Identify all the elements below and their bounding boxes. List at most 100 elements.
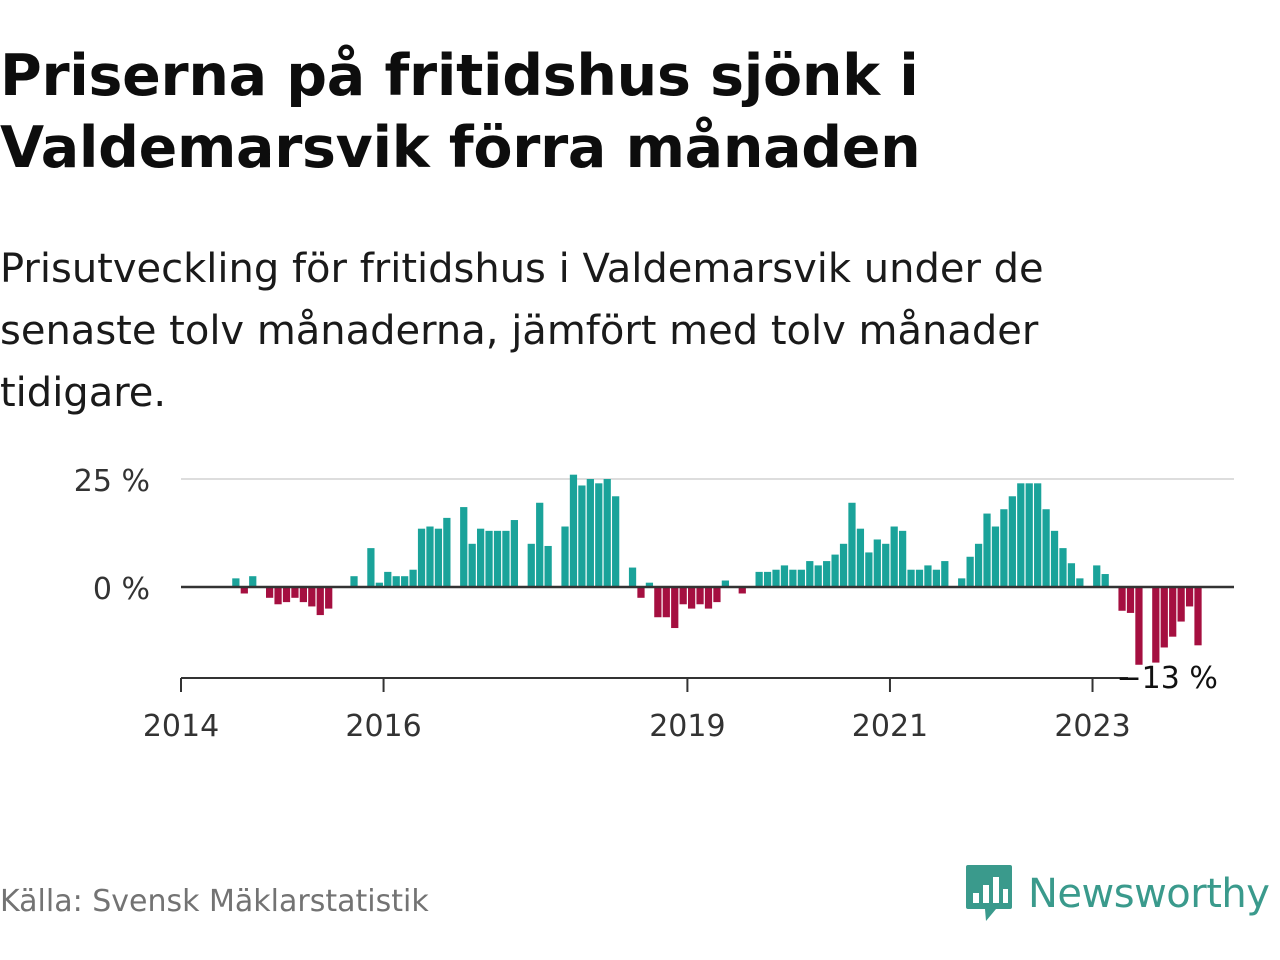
bar xyxy=(544,545,552,587)
bar xyxy=(401,576,409,587)
bar xyxy=(882,543,890,587)
y-tick-label: 0 % xyxy=(93,572,150,607)
bar xyxy=(1059,548,1067,587)
bar xyxy=(1025,483,1033,587)
bar xyxy=(991,526,1000,587)
chart-title: Priserna på fritidshus sjönk i Valdemars… xyxy=(0,43,921,181)
bar xyxy=(1135,587,1143,665)
brand-logo: Newsworthy xyxy=(964,862,1270,926)
bar xyxy=(460,507,468,587)
tick-labels: 25 % 0 % 2014 2016 2019 2021 2023 −13 % xyxy=(74,464,1218,744)
bar xyxy=(1177,587,1185,622)
bar xyxy=(375,582,383,587)
bar xyxy=(654,587,662,618)
bar xyxy=(274,587,282,605)
bar xyxy=(814,565,822,587)
bar xyxy=(1008,496,1016,587)
bar xyxy=(1093,565,1101,587)
bar xyxy=(907,569,915,587)
bar xyxy=(1194,587,1202,646)
bar xyxy=(1050,530,1059,587)
bar xyxy=(266,587,274,598)
bar xyxy=(966,556,974,587)
bar xyxy=(561,526,569,587)
bar xyxy=(502,530,510,587)
bar xyxy=(1067,563,1076,587)
bar xyxy=(350,576,358,587)
bar xyxy=(865,552,873,587)
bar xyxy=(595,483,603,587)
x-tick-label: 2016 xyxy=(345,709,421,744)
bar xyxy=(856,528,865,587)
bar xyxy=(932,569,940,587)
bar xyxy=(924,565,932,587)
bar xyxy=(299,587,307,603)
bar xyxy=(1152,587,1160,663)
bar xyxy=(527,543,535,587)
bar xyxy=(1185,587,1194,607)
bar xyxy=(679,587,687,605)
bar xyxy=(915,569,924,587)
bar xyxy=(240,587,248,594)
bar xyxy=(1042,509,1050,587)
axes xyxy=(180,585,1234,692)
bar xyxy=(232,578,240,587)
bar xyxy=(713,587,721,603)
bar xyxy=(1017,483,1025,587)
source-note: Källa: Svensk Mäklarstatistik xyxy=(0,884,429,919)
bar xyxy=(1118,587,1126,611)
bar xyxy=(612,496,620,587)
bar xyxy=(696,587,704,605)
bar xyxy=(586,479,594,587)
bar xyxy=(603,479,611,587)
bar xyxy=(797,569,805,587)
bar xyxy=(485,530,493,587)
bar xyxy=(958,578,966,587)
last-value-label: −13 % xyxy=(1116,661,1217,696)
bar xyxy=(569,474,578,587)
brand-name: Newsworthy xyxy=(1028,871,1270,917)
bar xyxy=(941,561,949,587)
bar xyxy=(763,571,772,587)
bar xyxy=(578,485,586,587)
bar xyxy=(671,587,679,629)
bar xyxy=(1160,587,1168,648)
bar xyxy=(1076,578,1084,587)
x-tick-label: 2014 xyxy=(143,709,219,744)
bar xyxy=(1000,509,1008,587)
bar xyxy=(637,587,645,598)
bar xyxy=(1101,574,1109,587)
bar xyxy=(1169,587,1177,637)
bar xyxy=(738,587,746,594)
bar xyxy=(477,528,485,587)
bar xyxy=(662,587,670,618)
bar xyxy=(721,580,729,587)
bar xyxy=(873,539,881,587)
x-tick-label: 2019 xyxy=(649,709,725,744)
bar xyxy=(688,587,696,609)
bar xyxy=(628,567,637,587)
bar xyxy=(899,530,907,587)
bar xyxy=(417,528,426,587)
bar xyxy=(823,561,831,587)
bar xyxy=(806,561,814,587)
bar xyxy=(704,587,713,609)
bar xyxy=(282,587,291,603)
bars xyxy=(232,474,1202,665)
bar xyxy=(367,548,375,587)
bar xyxy=(974,543,983,587)
bar xyxy=(536,502,544,587)
bar xyxy=(1126,587,1135,613)
bar xyxy=(755,571,763,587)
bar xyxy=(325,587,333,609)
y-tick-label: 25 % xyxy=(74,464,150,499)
bar xyxy=(831,554,839,587)
bar xyxy=(291,587,299,598)
bar xyxy=(443,517,451,587)
bar xyxy=(409,569,417,587)
bar xyxy=(890,526,898,587)
bar xyxy=(392,576,400,587)
bar xyxy=(249,576,257,587)
bar xyxy=(789,569,797,587)
bar xyxy=(510,520,518,587)
